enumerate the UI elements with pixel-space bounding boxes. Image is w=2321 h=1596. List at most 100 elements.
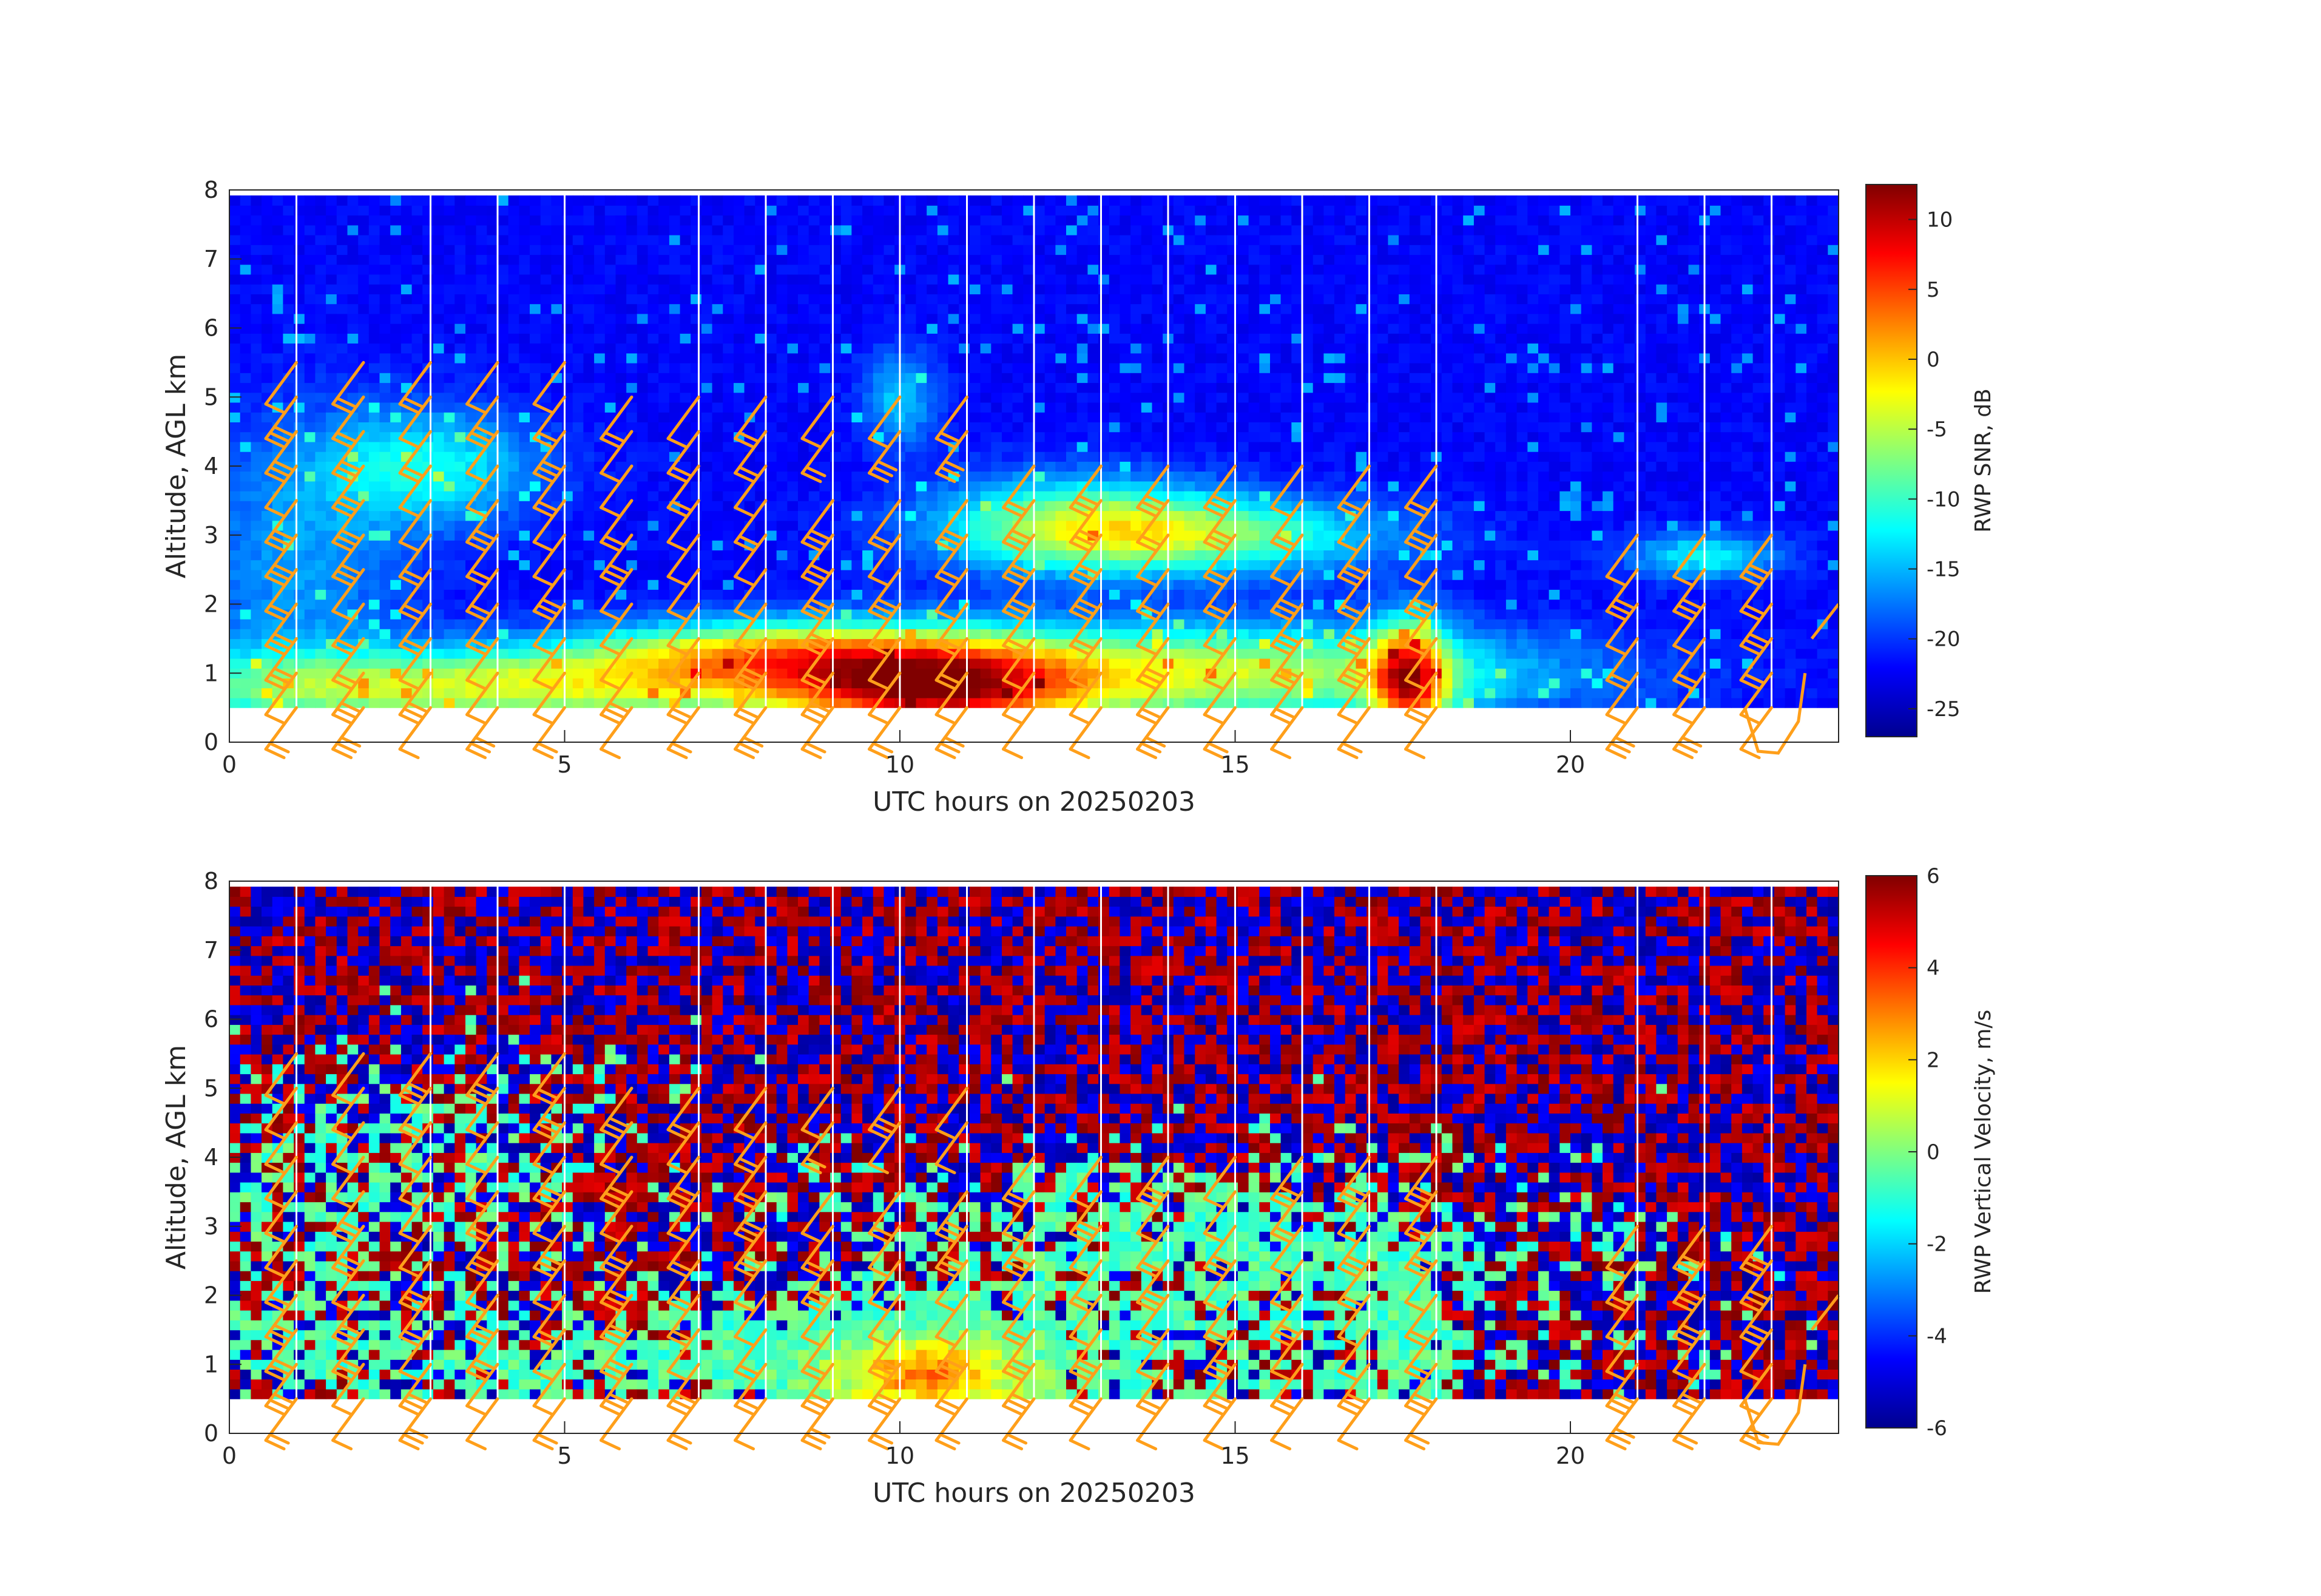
heatmap-cell bbox=[229, 619, 241, 629]
heatmap-cell bbox=[883, 235, 895, 245]
heatmap-cell bbox=[637, 668, 649, 678]
heatmap-cell bbox=[315, 540, 326, 550]
heatmap-cell bbox=[572, 382, 584, 393]
heatmap-cell bbox=[240, 697, 251, 708]
heatmap-cell bbox=[1034, 580, 1046, 590]
heatmap-cell bbox=[400, 303, 413, 314]
heatmap-cell bbox=[787, 422, 799, 433]
heatmap-cell bbox=[873, 333, 885, 344]
heatmap-cell bbox=[883, 629, 895, 640]
heatmap-cell bbox=[819, 392, 831, 403]
heatmap-cell bbox=[626, 235, 638, 245]
heatmap-cell bbox=[927, 323, 938, 334]
heatmap-cell bbox=[454, 412, 466, 422]
heatmap-cell bbox=[1076, 461, 1088, 472]
heatmap-cell bbox=[604, 205, 617, 216]
heatmap-cell bbox=[1237, 343, 1249, 354]
heatmap-cell bbox=[454, 363, 466, 373]
heatmap-cell bbox=[798, 658, 809, 669]
heatmap-cell bbox=[583, 569, 595, 580]
heatmap-cell bbox=[240, 451, 251, 462]
heatmap-cell bbox=[1109, 195, 1121, 206]
heatmap-cell bbox=[1034, 294, 1046, 305]
heatmap-cell bbox=[927, 501, 938, 512]
heatmap-cell bbox=[1120, 668, 1131, 678]
heatmap-cell bbox=[498, 638, 509, 649]
heatmap-cell bbox=[358, 313, 370, 324]
heatmap-cell bbox=[229, 688, 241, 698]
heatmap-cell bbox=[262, 245, 273, 255]
heatmap-cell bbox=[572, 599, 584, 610]
heatmap-cell bbox=[680, 373, 691, 384]
heatmap-cell bbox=[1216, 264, 1228, 275]
heatmap-cell bbox=[916, 402, 927, 413]
heatmap-cell bbox=[508, 540, 519, 550]
heatmap-cell bbox=[1002, 658, 1013, 669]
heatmap-cell bbox=[508, 225, 519, 235]
heatmap-cell bbox=[969, 313, 981, 324]
heatmap-cell bbox=[272, 284, 283, 294]
heatmap-cell bbox=[604, 638, 617, 649]
heatmap-cell bbox=[830, 451, 842, 462]
heatmap-cell bbox=[991, 560, 1002, 570]
heatmap-cell bbox=[840, 343, 853, 354]
heatmap-cell bbox=[980, 245, 992, 255]
heatmap-cell bbox=[798, 294, 809, 305]
heatmap-cell bbox=[1237, 274, 1249, 285]
heatmap-cell bbox=[304, 303, 316, 314]
heatmap-cell bbox=[766, 491, 777, 501]
heatmap-cell bbox=[400, 412, 413, 422]
heatmap-cell bbox=[304, 471, 316, 482]
heatmap-cell bbox=[637, 609, 649, 620]
heatmap-cell bbox=[851, 609, 863, 620]
heatmap-cell bbox=[1152, 215, 1163, 226]
heatmap-cell bbox=[433, 392, 445, 403]
heatmap-cell bbox=[1066, 648, 1078, 659]
heatmap-cell bbox=[1184, 323, 1195, 334]
heatmap-cell bbox=[744, 599, 755, 610]
heatmap-cell bbox=[1227, 520, 1238, 531]
heatmap-cell bbox=[411, 294, 423, 305]
heatmap-cell bbox=[744, 501, 755, 512]
heatmap-cell bbox=[1173, 491, 1185, 501]
heatmap-cell bbox=[594, 422, 606, 433]
heatmap-cell bbox=[776, 441, 788, 452]
heatmap-cell bbox=[916, 392, 927, 403]
heatmap-cell bbox=[1012, 441, 1024, 452]
heatmap-cell bbox=[658, 264, 670, 275]
heatmap-cell bbox=[1098, 451, 1110, 462]
heatmap-cell bbox=[1012, 363, 1024, 373]
heatmap-cell bbox=[1248, 668, 1260, 678]
heatmap-cell bbox=[905, 501, 917, 512]
heatmap-cell bbox=[390, 333, 402, 344]
heatmap-cell bbox=[433, 313, 445, 324]
heatmap-cell bbox=[658, 274, 670, 285]
heatmap-cell bbox=[1023, 619, 1035, 629]
heatmap-cell bbox=[444, 205, 455, 216]
heatmap-cell bbox=[658, 569, 670, 580]
heatmap-cell bbox=[294, 609, 305, 620]
heatmap-cell bbox=[819, 333, 831, 344]
heatmap-cell bbox=[723, 580, 734, 590]
heatmap-cell bbox=[948, 333, 959, 344]
heatmap-cell bbox=[1237, 510, 1249, 521]
heatmap-cell bbox=[487, 353, 498, 363]
heatmap-cell bbox=[583, 373, 595, 384]
heatmap-cell bbox=[229, 648, 241, 659]
heatmap-cell bbox=[1087, 294, 1099, 305]
heatmap-cell bbox=[551, 697, 563, 708]
heatmap-cell bbox=[1087, 441, 1099, 452]
heatmap-cell bbox=[1227, 589, 1238, 600]
heatmap-cell bbox=[991, 422, 1002, 433]
heatmap-cell bbox=[658, 491, 670, 501]
heatmap-cell bbox=[1044, 195, 1056, 206]
heatmap-cell bbox=[400, 245, 413, 255]
heatmap-cell bbox=[1066, 688, 1078, 698]
heatmap-cell bbox=[991, 245, 1002, 255]
heatmap-cell bbox=[315, 520, 326, 531]
heatmap-cell bbox=[916, 195, 927, 206]
heatmap-cell bbox=[776, 215, 788, 226]
heatmap-cell bbox=[1012, 402, 1024, 413]
heatmap-cell bbox=[562, 343, 573, 354]
heatmap-cell bbox=[948, 422, 959, 433]
